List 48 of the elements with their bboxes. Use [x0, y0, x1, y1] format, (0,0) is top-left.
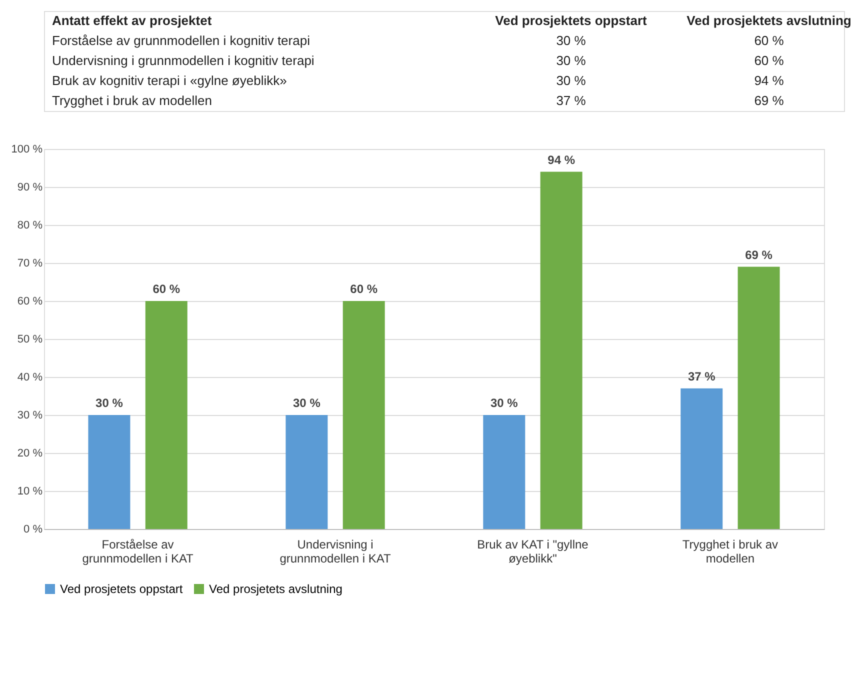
x-tick-label: Forståelse av grunnmodellen i KAT — [82, 538, 194, 566]
bar — [540, 172, 582, 529]
y-tick-label: 40 % — [17, 372, 43, 384]
data-label: 60 % — [350, 282, 378, 296]
text: Trygghet i bruk av modellen — [52, 93, 212, 108]
x-tick-label: Bruk av KAT i "gyllne øyeblikk" — [477, 538, 589, 566]
y-tick-label: 20 % — [17, 448, 43, 460]
x-tick-label: Undervisning i grunnmodellen i KAT — [280, 538, 392, 566]
text: 30 % — [556, 53, 586, 68]
data-label: 30 % — [96, 396, 124, 410]
x-tick-label: Trygghet i bruk av modellen — [682, 538, 778, 566]
y-tick-label: 70 % — [17, 258, 43, 270]
y-tick-label: 90 % — [17, 182, 43, 194]
bar — [286, 415, 328, 529]
y-tick-label: 80 % — [17, 220, 43, 232]
data-label: 69 % — [745, 248, 773, 262]
legend-label: Ved prosjetets oppstart — [60, 582, 184, 596]
bar — [88, 415, 130, 529]
text: 37 % — [556, 93, 586, 108]
data-label: 94 % — [548, 152, 576, 167]
bar — [738, 266, 780, 529]
data-label: 60 % — [152, 282, 180, 296]
text: 30 % — [556, 33, 586, 48]
text: 60 % — [754, 53, 784, 68]
text: 60 % — [754, 33, 784, 48]
text: 30 % — [556, 73, 586, 88]
y-tick-label: 60 % — [17, 296, 43, 308]
text: Undervisning i grunnmodellen i kognitiv terapi — [52, 53, 314, 68]
bar — [483, 415, 526, 529]
text: Forståelse av grunnmodellen i kognitiv terapi — [52, 33, 310, 48]
data-label: 37 % — [688, 369, 716, 384]
legend-label: Ved prosjetets avslutning — [209, 582, 342, 596]
y-tick-label: 10 % — [17, 486, 43, 498]
text: Bruk av kognitiv terapi i «gylne øyeblikk» — [52, 73, 287, 88]
y-tick-label: 100 % — [11, 144, 43, 156]
y-tick-label: 0 % — [24, 524, 43, 536]
data-label: 30 % — [293, 396, 321, 410]
y-tick-label: 30 % — [17, 410, 43, 422]
data-label: 30 % — [490, 396, 518, 410]
bar — [680, 388, 723, 529]
text: Ved prosjektets avslutning — [686, 13, 852, 28]
text: 69 % — [754, 93, 784, 108]
text: Ved prosjektets oppstart — [495, 13, 648, 28]
bar — [342, 301, 385, 529]
bar — [145, 301, 188, 529]
text: 94 % — [754, 73, 784, 88]
y-tick-label: 50 % — [17, 334, 43, 346]
chart-title: Antatt effekt av prosjektet — [52, 13, 212, 28]
